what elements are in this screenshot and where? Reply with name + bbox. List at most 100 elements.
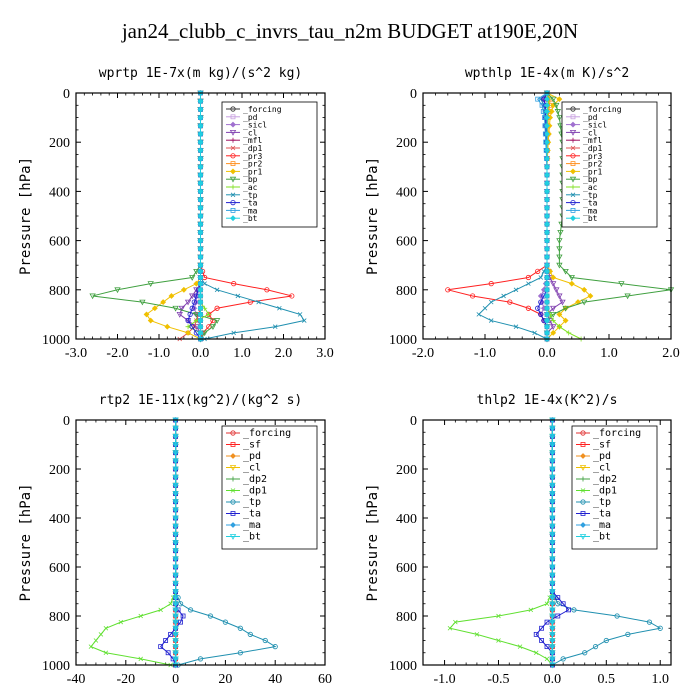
data-point — [197, 188, 204, 195]
x-tick-label: 40 — [268, 672, 282, 687]
data-point — [625, 631, 631, 637]
data-point — [544, 108, 550, 115]
series-line — [159, 420, 184, 666]
legend-label: _pr2 — [243, 160, 262, 169]
data-point — [301, 318, 307, 323]
legend-label: _bt — [243, 214, 258, 223]
x-tick-label: 0 — [172, 672, 179, 687]
data-point — [549, 531, 556, 538]
data-point — [539, 299, 545, 306]
legend-marker — [229, 130, 237, 136]
legend-marker — [580, 442, 586, 447]
data-point — [172, 613, 179, 620]
data-point — [272, 644, 278, 650]
data-point — [556, 238, 563, 244]
data-point — [187, 311, 193, 317]
x-tick-label: 0.0 — [544, 672, 562, 687]
legend-label: _ta — [243, 509, 261, 520]
data-point — [206, 311, 212, 317]
legend-marker — [569, 176, 577, 183]
data-point — [507, 299, 513, 305]
data-point — [172, 425, 179, 432]
data-point — [214, 287, 220, 293]
data-point — [197, 98, 204, 105]
data-point — [184, 299, 192, 306]
legend-label: _dp2 — [243, 474, 267, 485]
legend-marker — [230, 184, 236, 190]
data-point — [197, 286, 204, 293]
legend-label: _ta — [583, 199, 598, 208]
legend-label: _pr2 — [583, 160, 602, 169]
series-line — [477, 92, 548, 340]
legend-marker — [570, 192, 576, 198]
series-dp1 — [88, 417, 178, 668]
data-point — [544, 329, 550, 336]
data-point — [614, 613, 620, 619]
legend-label: _sf — [593, 440, 611, 451]
data-point — [172, 580, 179, 587]
legend-label: _ma — [593, 520, 611, 531]
data-point — [172, 595, 179, 601]
data-point — [197, 323, 204, 330]
y-axis-label: Pressure [hPa] — [365, 157, 381, 275]
x-tick-label: -3.0 — [65, 346, 87, 361]
legend-marker — [230, 106, 236, 112]
legend-marker — [570, 153, 576, 159]
data-point — [560, 601, 566, 607]
legend-label: _pr3 — [243, 152, 262, 161]
data-point — [172, 482, 179, 489]
data-point — [158, 644, 164, 650]
data-point — [222, 619, 228, 625]
data-point — [544, 601, 550, 607]
data-point — [556, 115, 563, 121]
y-tick-label: 200 — [49, 136, 70, 151]
data-point — [197, 180, 204, 187]
data-point — [172, 507, 179, 514]
data-point — [476, 312, 482, 317]
data-point — [525, 274, 532, 281]
legend-label: _pd — [243, 113, 258, 122]
y-tick-label: 0 — [410, 414, 417, 429]
data-point — [197, 147, 204, 154]
legend-label: _bt — [583, 214, 598, 223]
series-bt — [197, 90, 204, 342]
legend-label: _pd — [583, 113, 598, 122]
legend-marker — [230, 430, 236, 436]
plot-frame — [422, 92, 672, 340]
data-point — [538, 299, 544, 305]
data-point — [139, 299, 146, 306]
legend-label: _bt — [593, 532, 611, 543]
data-point — [197, 268, 204, 275]
data-point — [544, 262, 550, 269]
data-point — [172, 450, 179, 456]
data-point — [535, 305, 541, 311]
data-point — [158, 607, 163, 613]
data-point — [488, 318, 494, 323]
data-point — [172, 556, 179, 563]
legend-marker — [230, 476, 236, 482]
data-point — [549, 644, 556, 650]
data-point — [549, 458, 556, 465]
data-point — [98, 632, 104, 637]
data-point — [160, 299, 167, 306]
data-point — [549, 548, 556, 554]
data-point — [197, 299, 204, 306]
data-point — [143, 311, 150, 318]
data-point — [549, 540, 556, 546]
legend-label: _tp — [593, 497, 611, 508]
data-point — [528, 607, 534, 613]
data-point — [172, 523, 179, 530]
data-point — [201, 330, 208, 337]
data-point — [544, 213, 550, 219]
legend-label: _dp1 — [243, 144, 262, 153]
data-point — [185, 317, 191, 324]
data-point — [539, 102, 545, 108]
data-point — [272, 324, 278, 329]
data-point — [210, 317, 216, 324]
data-point — [197, 139, 204, 146]
data-point — [193, 280, 200, 287]
legend-marker — [229, 176, 237, 183]
x-tick-label: 1.0 — [233, 346, 251, 361]
data-point — [180, 286, 187, 293]
data-point — [560, 656, 566, 662]
